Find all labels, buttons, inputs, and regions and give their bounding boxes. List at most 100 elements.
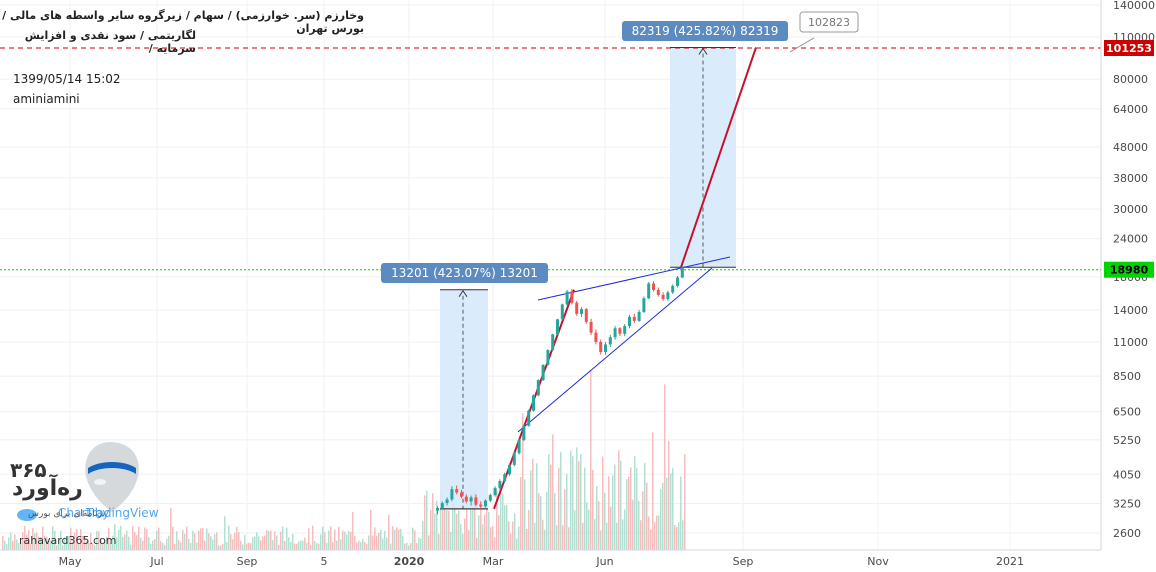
candle-body	[436, 508, 439, 511]
volume-bar	[272, 539, 274, 550]
volume-bar	[660, 488, 662, 550]
author-name: aminiamini	[13, 92, 80, 106]
volume-bar	[388, 514, 390, 550]
brand-name: ره‌آورد	[12, 476, 83, 501]
candle-body	[671, 285, 675, 293]
candle-body	[469, 497, 473, 502]
volume-bar	[458, 510, 460, 550]
volume-bar	[22, 532, 24, 550]
candle-body	[565, 291, 569, 305]
volume-bar	[54, 530, 56, 550]
volume-bar	[58, 541, 60, 550]
volume-bar	[322, 526, 324, 550]
volume-bar	[320, 534, 322, 550]
volume-bar	[160, 541, 162, 550]
candle-body	[493, 488, 497, 496]
volume-bar	[488, 511, 490, 550]
volume-bar	[502, 493, 504, 550]
x-tick-label: 5	[321, 555, 328, 568]
volume-bars	[2, 370, 686, 550]
candle-body	[604, 344, 607, 352]
volume-bar	[78, 543, 80, 550]
measure-label-box	[622, 21, 788, 41]
volume-bar	[216, 532, 218, 550]
tradingview-cloud-icon	[17, 509, 37, 521]
candle-body	[464, 496, 468, 502]
volume-bar	[376, 535, 378, 550]
volume-bar	[508, 521, 510, 550]
volume-bar	[138, 526, 140, 550]
volume-bar	[90, 533, 92, 550]
volume-bar	[52, 526, 54, 550]
volume-bar	[244, 534, 246, 550]
volume-bar	[456, 513, 458, 550]
volume-bar	[130, 544, 132, 550]
volume-bar	[480, 501, 482, 550]
volume-bar	[66, 536, 68, 550]
volume-bar	[658, 515, 660, 550]
volume-bar	[568, 527, 570, 550]
volume-bar	[586, 502, 588, 550]
volume-bar	[14, 534, 16, 550]
volume-bar	[364, 541, 366, 550]
volume-bar	[120, 525, 122, 550]
volume-bar	[614, 464, 616, 550]
volume-bar	[98, 531, 100, 550]
measure-label-box	[381, 263, 548, 283]
volume-bar	[288, 537, 290, 550]
volume-bar	[122, 536, 124, 550]
volume-bar	[202, 527, 204, 550]
volume-bar	[576, 447, 578, 550]
volume-bar	[358, 540, 360, 550]
volume-bar	[594, 519, 596, 550]
candle-body	[488, 495, 492, 501]
candle-body	[642, 298, 646, 312]
volume-bar	[278, 545, 280, 550]
volume-bar	[646, 482, 648, 550]
volume-bar	[572, 456, 574, 550]
volume-bar	[530, 470, 532, 550]
candle-body	[628, 316, 631, 327]
drawing-lines[interactable]	[0, 47, 1101, 510]
volume-bar	[152, 540, 154, 550]
upper-trendline	[537, 256, 731, 301]
volume-bar	[200, 528, 202, 550]
candle-body	[551, 334, 555, 351]
horizontal-gridlines	[0, 4, 1101, 534]
volume-bar	[188, 538, 190, 550]
volume-bar	[324, 532, 326, 550]
volume-bar	[38, 536, 40, 550]
volume-bar	[214, 534, 216, 550]
volume-bar	[656, 515, 658, 550]
volume-bar	[514, 513, 516, 550]
volume-bar	[570, 450, 572, 550]
volume-bar	[100, 538, 102, 550]
volume-bar	[640, 520, 642, 550]
volume-bar	[318, 543, 320, 550]
volume-bar	[134, 532, 136, 550]
volume-bar	[196, 542, 198, 550]
volume-bar	[228, 525, 230, 550]
volume-bar	[392, 526, 394, 550]
candle-body	[608, 337, 612, 345]
volume-bar	[584, 467, 586, 550]
volume-bar	[540, 496, 542, 550]
volume-bar	[622, 519, 624, 550]
candle-body	[474, 497, 478, 505]
volume-bar	[344, 531, 346, 550]
volume-bar	[280, 531, 282, 550]
measure-label: 13201 (423.07%) 13201	[391, 266, 538, 280]
volume-bar	[616, 522, 618, 550]
chart-labels: 13201 (423.07%) 13201 82319 (425.82%) 823…	[381, 11, 859, 283]
volume-bar	[630, 467, 632, 550]
volume-bar	[264, 535, 266, 550]
volume-bar	[222, 543, 224, 550]
volume-bar	[404, 543, 406, 550]
volume-bar	[448, 510, 450, 550]
volume-bar	[528, 509, 530, 550]
volume-bar	[526, 528, 528, 550]
volume-bar	[626, 479, 628, 550]
volume-bar	[82, 535, 84, 550]
volume-bar	[510, 533, 512, 550]
